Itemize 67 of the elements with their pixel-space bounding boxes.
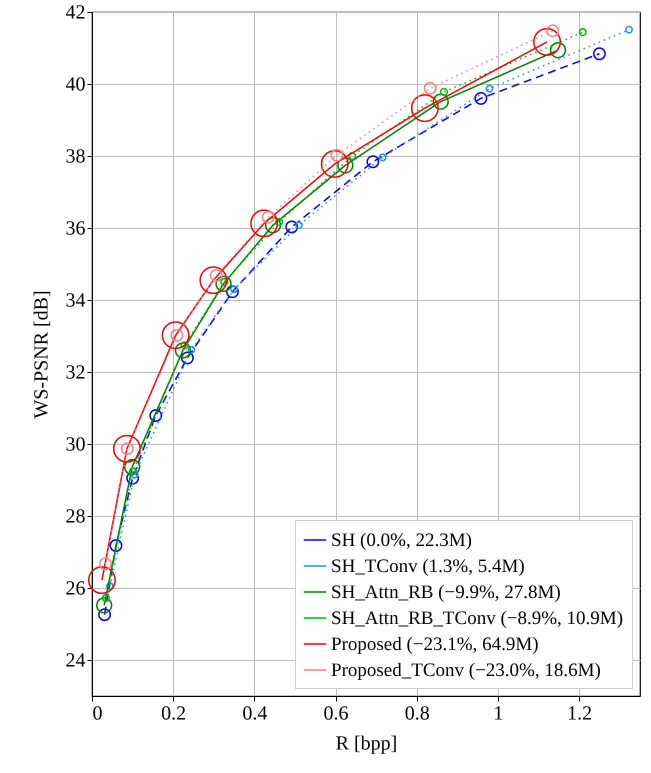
point	[474, 92, 488, 105]
legend-label: SH_TConv (1.3%, 5.4M)	[331, 556, 525, 577]
point	[275, 218, 284, 226]
point	[250, 209, 278, 238]
x-tick-label: 0.4	[242, 702, 268, 724]
y-tick-label: 40	[66, 74, 86, 96]
point	[485, 84, 494, 93]
x-tick-label: 0.2	[161, 702, 186, 724]
point	[625, 26, 633, 34]
y-tick-label: 38	[66, 146, 86, 168]
point	[320, 150, 349, 178]
point	[102, 594, 110, 602]
point	[180, 352, 194, 364]
point	[432, 93, 449, 110]
y-tick-label: 42	[66, 2, 86, 24]
point	[378, 154, 387, 162]
point	[550, 42, 566, 58]
point	[106, 582, 114, 590]
point	[330, 148, 344, 162]
y-tick-label: 36	[66, 218, 86, 240]
point	[162, 321, 190, 350]
point	[96, 597, 112, 614]
point	[264, 216, 282, 234]
point	[88, 566, 116, 594]
point	[174, 342, 192, 359]
point	[285, 220, 298, 234]
point	[215, 276, 232, 292]
point	[98, 557, 112, 570]
point	[124, 458, 140, 476]
legend-label: SH_Attn_RB_TConv (−8.9%, 10.9M)	[331, 608, 624, 629]
legend-label: Proposed_TConv (−23.0%, 18.6M)	[331, 660, 601, 681]
y-axis-title: WS-PSNR [dB]	[30, 290, 52, 419]
x-tick-label: 0.6	[324, 702, 349, 724]
y-tick-label: 26	[66, 578, 86, 600]
legend-label: SH_Attn_RB (−9.9%, 27.8M)	[331, 582, 561, 603]
point	[110, 539, 122, 552]
point	[337, 157, 354, 174]
point	[348, 152, 356, 160]
y-tick-label: 34	[66, 290, 86, 312]
point	[592, 47, 606, 60]
point	[546, 24, 560, 38]
x-tick-label: 1.2	[567, 702, 592, 724]
point	[149, 409, 162, 422]
x-tick-label: 0	[92, 702, 102, 724]
point	[440, 88, 448, 96]
point	[188, 346, 196, 354]
legend-label: SH (0.0%, 22.3M)	[331, 530, 472, 551]
point	[410, 94, 439, 122]
point	[180, 341, 189, 350]
point	[226, 285, 239, 298]
x-tick-label: 1	[493, 702, 504, 724]
x-axis-title: R [bpp]	[336, 732, 398, 754]
point	[126, 472, 140, 485]
x-tick-label: 0.8	[404, 702, 430, 724]
point	[295, 221, 303, 230]
point	[424, 82, 437, 95]
point	[578, 28, 587, 36]
point	[112, 434, 141, 463]
point	[366, 155, 380, 168]
legend-label: Proposed (−23.1%, 64.9M)	[331, 634, 539, 655]
y-tick-label: 30	[66, 434, 86, 456]
y-tick-label: 28	[66, 506, 86, 528]
y-tick-label: 32	[66, 362, 86, 384]
y-tick-label: 24	[66, 650, 86, 672]
point	[533, 28, 562, 56]
point	[199, 266, 228, 294]
point	[98, 608, 112, 622]
